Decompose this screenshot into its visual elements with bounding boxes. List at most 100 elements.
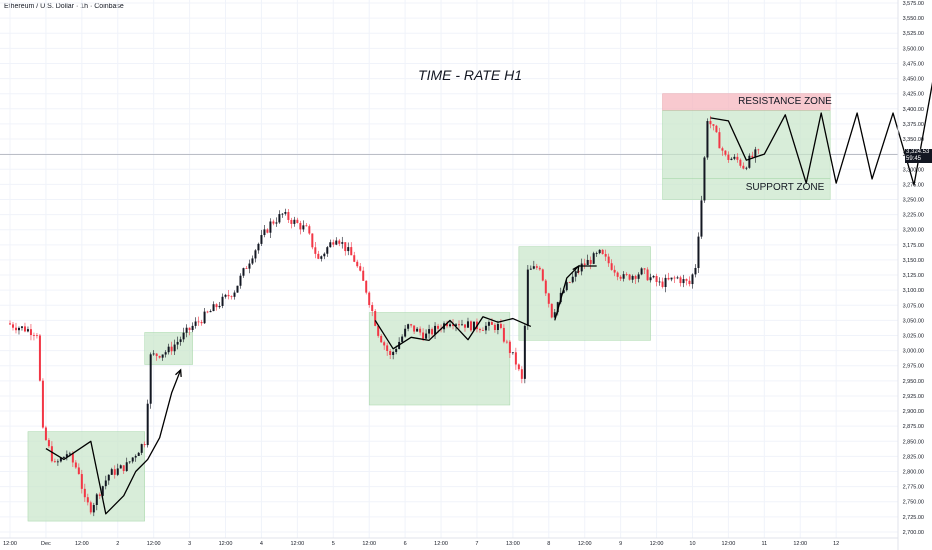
- candle-body: [478, 329, 481, 331]
- candle-body: [556, 302, 559, 313]
- candle-body: [520, 369, 523, 379]
- candle-body: [161, 354, 164, 358]
- candle-body: [589, 259, 592, 264]
- x-tick-label: 12:00: [362, 541, 376, 547]
- candle-body: [170, 346, 173, 352]
- candle-body: [50, 446, 53, 462]
- candle-body: [709, 121, 712, 125]
- candle-body: [119, 465, 122, 469]
- x-tick-label: 12: [833, 541, 839, 547]
- candle-body: [62, 456, 65, 458]
- projection-line: [45, 369, 182, 515]
- candle-body: [290, 219, 293, 224]
- candle-body: [302, 225, 305, 230]
- candle-body: [287, 212, 290, 220]
- candle-body: [269, 221, 272, 233]
- candle-body: [305, 225, 308, 227]
- candle-body: [490, 322, 493, 325]
- y-tick-label: 3,175.00: [903, 243, 924, 249]
- y-tick-label: 3,225.00: [903, 213, 924, 219]
- projection-line: [554, 265, 597, 321]
- candle-body: [125, 462, 128, 472]
- x-tick-label: 12:00: [75, 541, 89, 547]
- candle-body: [245, 268, 248, 269]
- candle-body: [380, 335, 383, 343]
- chart-title: TIME - RATE H1: [418, 67, 522, 83]
- candle-body: [359, 266, 362, 271]
- candle-body: [59, 457, 62, 462]
- y-tick-label: 3,425.00: [903, 92, 924, 98]
- candle-body: [757, 149, 760, 151]
- candle-body: [137, 452, 140, 456]
- y-tick-label: 2,950.00: [903, 379, 924, 385]
- y-tick-label: 3,050.00: [903, 318, 924, 324]
- candle-body: [455, 324, 458, 326]
- candle-body: [751, 155, 754, 158]
- y-tick-label: 2,775.00: [903, 485, 924, 491]
- candle-body: [185, 327, 188, 333]
- candle-body: [101, 486, 104, 496]
- candle-body: [413, 325, 416, 332]
- candle-body: [317, 253, 320, 259]
- candle-body: [350, 247, 353, 256]
- candle-body: [236, 285, 239, 293]
- candle-body: [634, 276, 637, 279]
- candle-body: [212, 304, 215, 312]
- projection-line: [710, 81, 932, 186]
- candle-body: [544, 280, 547, 294]
- y-tick-label: 3,300.00: [903, 167, 924, 173]
- candle-body: [113, 469, 116, 475]
- candle-body: [535, 266, 538, 268]
- candle-body: [257, 243, 260, 251]
- candle-body: [353, 255, 356, 262]
- candle-body: [718, 132, 721, 149]
- candle-body: [332, 242, 335, 245]
- candle-body: [428, 329, 431, 334]
- candle-body: [203, 311, 206, 324]
- candle-body: [107, 474, 110, 481]
- candle-body: [38, 335, 41, 381]
- candle-body: [703, 157, 706, 201]
- candle-body: [613, 269, 616, 273]
- candle-body: [395, 348, 398, 352]
- candle-body: [227, 294, 230, 297]
- candle-body: [251, 258, 254, 264]
- x-tick-label: 6: [404, 541, 407, 547]
- x-tick-label: 11: [761, 541, 767, 547]
- y-tick-label: 2,725.00: [903, 515, 924, 521]
- candle-body: [167, 346, 170, 353]
- candle-body: [646, 269, 649, 281]
- x-tick-label: 12:00: [219, 541, 233, 547]
- candle-body: [484, 325, 487, 331]
- candle-body: [116, 468, 119, 475]
- candle-body: [230, 296, 233, 298]
- candle-body: [329, 242, 332, 248]
- candle-body: [511, 352, 514, 354]
- x-tick-label: 13:00: [506, 541, 520, 547]
- candle-body: [362, 270, 365, 281]
- candle-body: [11, 324, 14, 328]
- candle-body: [194, 321, 197, 326]
- candle-body: [460, 324, 463, 326]
- candle-body: [89, 502, 92, 513]
- y-tick-label: 3,375.00: [903, 122, 924, 128]
- candle-body: [481, 330, 484, 331]
- candle-body: [658, 281, 661, 283]
- candle-body: [553, 312, 556, 318]
- candle-body: [721, 148, 724, 151]
- candle-body: [649, 277, 652, 281]
- y-tick-label: 2,750.00: [903, 500, 924, 506]
- candle-body: [35, 335, 38, 337]
- candle-body: [565, 282, 568, 291]
- candle-body: [712, 124, 715, 126]
- support-zone-label: SUPPORT ZONE: [746, 182, 825, 193]
- candle-body: [143, 444, 146, 446]
- candle-body: [41, 380, 44, 428]
- candle-body: [17, 327, 20, 331]
- candle-body: [487, 322, 490, 326]
- candle-body: [158, 355, 161, 358]
- y-tick-label: 2,850.00: [903, 439, 924, 445]
- y-tick-label: 3,525.00: [903, 31, 924, 37]
- candle-body: [472, 321, 475, 331]
